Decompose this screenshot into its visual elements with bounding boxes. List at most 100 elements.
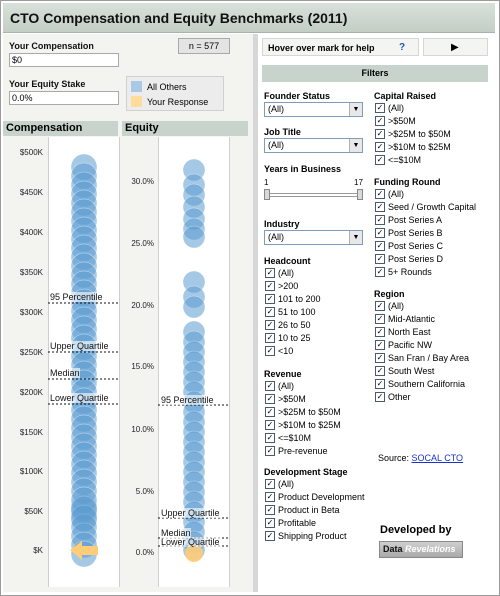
checkbox-icon: ✓ [375,366,385,376]
legend-your-response[interactable]: Your Response [131,95,221,109]
checkbox-icon: ✓ [375,340,385,350]
funding-round-option-label: Post Series A [388,215,443,225]
founder-status-select[interactable]: (All) ▼ [264,102,363,117]
revenue-option-label: (All) [278,381,294,391]
help-box: Hover over mark for help ? [262,38,419,56]
region-option-label: San Fran / Bay Area [388,353,470,363]
legend-all-others[interactable]: All Others [131,80,221,94]
title-bar: CTO Compensation and Equity Benchmarks (… [3,3,495,33]
checkbox-icon: ✓ [375,301,385,311]
comp-tick: $K [33,546,43,555]
checkbox-icon: ✓ [265,394,275,404]
play-icon: ▶ [451,42,459,53]
funding-round-option-label: 5+ Rounds [388,267,432,277]
equity-label: Your Equity Stake [9,79,86,89]
checkbox-icon: ✓ [375,103,385,113]
headcount-title: Headcount [264,256,311,266]
capital-raised-option-label: >$25M to $50M [388,129,451,139]
compensation-bubble [71,506,97,532]
development-stage-option-label: Shipping Product [278,531,347,541]
equity-bubble [182,225,206,249]
comp-ref-95: 95 Percentile [50,292,103,302]
chevron-down-icon: ▼ [349,139,362,152]
founder-status-value: (All) [268,104,284,114]
development-stage-option-label: Product in Beta [278,505,340,515]
help-text: Hover over mark for help [268,43,375,53]
funding-round-option-label: Post Series C [388,241,444,251]
checkbox-icon: ✓ [265,333,275,343]
comp-tick: $100K [19,467,43,476]
years-max-label: 17 [354,178,363,187]
help-icon[interactable]: ? [399,42,406,53]
panel-splitter[interactable] [253,34,258,592]
filters-header: Filters [262,65,488,82]
comp-ref-median: Median [50,368,80,378]
compensation-bubble [71,499,97,525]
industry-select[interactable]: (All) ▼ [264,230,363,245]
checkbox-icon: ✓ [375,392,385,402]
years-slider-min-handle[interactable] [264,189,270,200]
legend-swatch-orange [131,96,142,107]
funding-round-option-label: Post Series D [388,254,444,264]
funding-round-option-label: (All) [388,189,404,199]
job-title-select[interactable]: (All) ▼ [264,138,363,153]
headcount-option-label: 51 to 100 [278,307,316,317]
equity-ref-median: Median [161,528,191,538]
headcount-option-label: <10 [278,346,294,356]
chevron-down-icon: ▼ [349,231,362,244]
equity-tick: 25.0% [131,239,154,248]
region-option-label: Other [388,392,411,402]
checkbox-icon: ✓ [375,202,385,212]
capital-raised-option-label: >$10M to $25M [388,142,451,152]
checkbox-icon: ✓ [265,320,275,330]
funding-round-option-label: Post Series B [388,228,443,238]
equity-tick: 10.0% [131,425,154,434]
region-option-label: South West [388,366,435,376]
comp-tick: $250K [19,348,43,357]
capital-raised-title: Capital Raised [374,91,437,101]
years-slider-max-handle[interactable] [357,189,363,200]
checkbox-icon: ✓ [375,267,385,277]
developed-by-label: Developed by [380,524,452,536]
equity-chart [158,158,230,562]
checkbox-icon: ✓ [375,241,385,251]
legend-your-response-label: Your Response [147,97,209,107]
revenue-option-label: >$25M to $50M [278,407,341,417]
compensation-bubble [71,494,97,520]
headcount-option-label: (All) [278,268,294,278]
region-option-label: Southern California [388,379,466,389]
checkbox-icon: ✓ [265,492,275,502]
revenue-option-label: <=$10M [278,433,312,443]
years-slider-track[interactable] [266,193,362,197]
source-link[interactable]: SOCAL CTO [411,453,464,463]
years-min-label: 1 [264,178,269,187]
equity-tick: 30.0% [131,177,154,186]
equity-ref-lower-quartile: Lower Quartile [161,537,220,547]
development-stage-option-label: Product Development [278,492,365,502]
checkbox-icon: ✓ [375,379,385,389]
checkbox-icon: ✓ [375,228,385,238]
source-credit: Source: SOCAL CTO [378,453,463,463]
revenue-title: Revenue [264,369,302,379]
compensation-header: Compensation [3,121,118,136]
equity-input[interactable]: 0.0% [9,91,119,105]
checkbox-icon: ✓ [265,346,275,356]
checkbox-icon: ✓ [265,281,275,291]
years-in-business-title: Years in Business [264,164,342,174]
checkbox-icon: ✓ [265,479,275,489]
checkbox-icon: ✓ [265,294,275,304]
source-label: Source: [378,453,410,463]
region-option-label: Mid-Atlantic [388,314,436,324]
comp-tick: $300K [19,308,43,317]
checkbox-icon: ✓ [265,307,275,317]
logo-part1: Data [383,544,403,554]
industry-value: (All) [268,232,284,242]
compensation-input[interactable]: $0 [9,53,119,67]
data-revelations-logo[interactable]: Data Revelations [379,541,463,558]
play-button[interactable]: ▶ [423,38,488,56]
page-title: CTO Compensation and Equity Benchmarks (… [10,10,348,26]
legend: All Others Your Response [126,76,224,111]
headcount-option-label: 101 to 200 [278,294,321,304]
checkbox-icon: ✓ [375,327,385,337]
funding-round-title: Funding Round [374,177,441,187]
